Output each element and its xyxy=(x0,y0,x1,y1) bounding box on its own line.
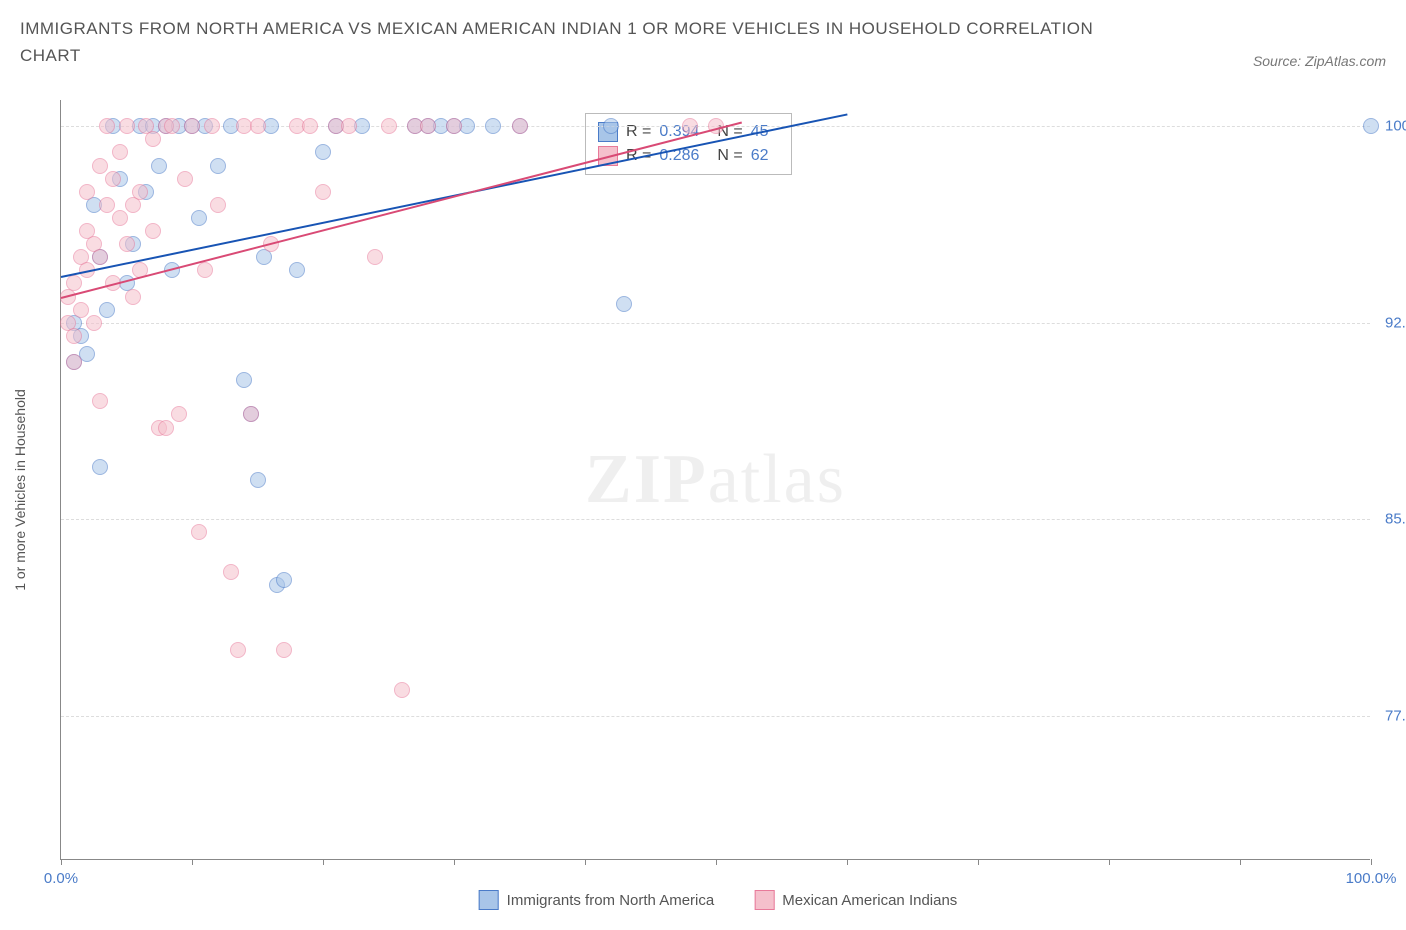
data-point xyxy=(145,223,161,239)
x-tick xyxy=(61,859,62,865)
data-point xyxy=(105,171,121,187)
y-axis-label: 1 or more Vehicles in Household xyxy=(12,389,28,591)
data-point xyxy=(145,131,161,147)
data-point xyxy=(223,564,239,580)
data-point xyxy=(210,158,226,174)
data-point xyxy=(243,406,259,422)
data-point xyxy=(99,118,115,134)
legend-swatch xyxy=(479,890,499,910)
data-point xyxy=(367,249,383,265)
data-point xyxy=(446,118,462,134)
data-point xyxy=(158,420,174,436)
data-point xyxy=(341,118,357,134)
y-tick-label: 92.5% xyxy=(1375,314,1406,331)
data-point xyxy=(485,118,501,134)
x-tick xyxy=(585,859,586,865)
x-tick xyxy=(454,859,455,865)
data-point xyxy=(119,118,135,134)
y-tick-label: 85.0% xyxy=(1375,511,1406,528)
data-point xyxy=(197,262,213,278)
x-tick-label: 0.0% xyxy=(44,870,78,887)
source-credit: Source: ZipAtlas.com xyxy=(1253,53,1386,69)
data-point xyxy=(99,302,115,318)
x-tick xyxy=(1109,859,1110,865)
data-point xyxy=(86,315,102,331)
gridline xyxy=(61,519,1370,520)
data-point xyxy=(250,118,266,134)
data-point xyxy=(682,118,698,134)
data-point xyxy=(210,197,226,213)
x-tick xyxy=(1371,859,1372,865)
data-point xyxy=(204,118,220,134)
data-point xyxy=(289,262,305,278)
data-point xyxy=(250,472,266,488)
data-point xyxy=(112,144,128,160)
data-point xyxy=(92,393,108,409)
data-point xyxy=(512,118,528,134)
legend-item: Immigrants from North America xyxy=(479,890,715,910)
data-point xyxy=(92,158,108,174)
x-tick xyxy=(847,859,848,865)
data-point xyxy=(119,236,135,252)
data-point xyxy=(603,118,619,134)
watermark: ZIPatlas xyxy=(585,440,846,520)
data-point xyxy=(66,354,82,370)
data-point xyxy=(191,210,207,226)
chart-container: 1 or more Vehicles in Household ZIPatlas… xyxy=(50,100,1386,880)
gridline xyxy=(61,716,1370,717)
y-tick-label: 100.0% xyxy=(1375,118,1406,135)
data-point xyxy=(381,118,397,134)
data-point xyxy=(191,524,207,540)
data-point xyxy=(302,118,318,134)
data-point xyxy=(276,572,292,588)
chart-title: IMMIGRANTS FROM NORTH AMERICA VS MEXICAN… xyxy=(20,15,1120,69)
x-tick xyxy=(1240,859,1241,865)
data-point xyxy=(79,184,95,200)
data-point xyxy=(164,118,180,134)
x-tick-label: 100.0% xyxy=(1346,870,1397,887)
x-tick xyxy=(978,859,979,865)
data-point xyxy=(171,406,187,422)
data-point xyxy=(66,275,82,291)
data-point xyxy=(112,210,128,226)
data-point xyxy=(315,144,331,160)
legend-swatch xyxy=(754,890,774,910)
y-tick-label: 77.5% xyxy=(1375,707,1406,724)
plot-area: ZIPatlas R = 0.394N = 45R = 0.286N = 62 … xyxy=(60,100,1370,860)
data-point xyxy=(420,118,436,134)
data-point xyxy=(230,642,246,658)
x-tick xyxy=(323,859,324,865)
x-tick xyxy=(192,859,193,865)
x-tick xyxy=(716,859,717,865)
legend: Immigrants from North America Mexican Ame… xyxy=(479,890,958,910)
data-point xyxy=(236,372,252,388)
data-point xyxy=(92,459,108,475)
data-point xyxy=(315,184,331,200)
data-point xyxy=(73,302,89,318)
data-point xyxy=(99,197,115,213)
data-point xyxy=(92,249,108,265)
data-point xyxy=(125,289,141,305)
data-point xyxy=(394,682,410,698)
data-point xyxy=(616,296,632,312)
data-point xyxy=(151,158,167,174)
data-point xyxy=(1363,118,1379,134)
legend-item: Mexican American Indians xyxy=(754,890,957,910)
data-point xyxy=(177,171,193,187)
trend-line xyxy=(61,121,743,299)
data-point xyxy=(184,118,200,134)
data-point xyxy=(66,328,82,344)
data-point xyxy=(132,184,148,200)
gridline xyxy=(61,323,1370,324)
data-point xyxy=(276,642,292,658)
